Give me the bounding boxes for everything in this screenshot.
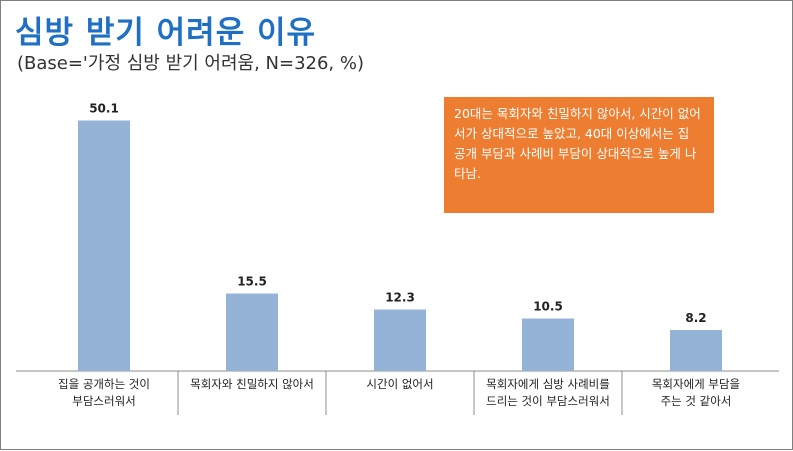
bar-value-label: 12.3 <box>385 291 415 305</box>
bar-value-label: 50.1 <box>89 102 119 116</box>
bar <box>670 330 722 371</box>
x-tick-label: 목회자에게 부담을 <box>652 377 740 391</box>
x-tick-label: 시간이 없어서 <box>366 377 433 391</box>
bar <box>78 120 130 371</box>
bar-value-label: 10.5 <box>533 300 563 314</box>
x-tick-label: 주는 것 같아서 <box>661 394 732 408</box>
x-tick-label: 드리는 것이 부담스러워서 <box>486 394 610 408</box>
slide-subtitle: (Base='가정 심방 받기 어려움, N=326, %) <box>17 53 365 74</box>
x-tick-label: 부담스러워서 <box>72 394 135 408</box>
bar <box>374 309 426 371</box>
bar-value-label: 15.5 <box>237 275 267 289</box>
bar-value-label: 8.2 <box>685 311 706 325</box>
slide-title: 심방 받기 어려운 이유 <box>15 15 317 51</box>
note-box: 20대는 목회자와 친밀하지 않아서, 시간이 없어서가 상대적으로 높았고, … <box>444 97 714 213</box>
x-tick-label: 집을 공개하는 것이 <box>58 377 150 391</box>
bar <box>522 318 574 371</box>
x-tick-label: 목회자에게 심방 사례비를 <box>486 377 610 391</box>
bar <box>226 293 278 371</box>
x-tick-label: 목회자와 친밀하지 않아서 <box>190 377 314 391</box>
